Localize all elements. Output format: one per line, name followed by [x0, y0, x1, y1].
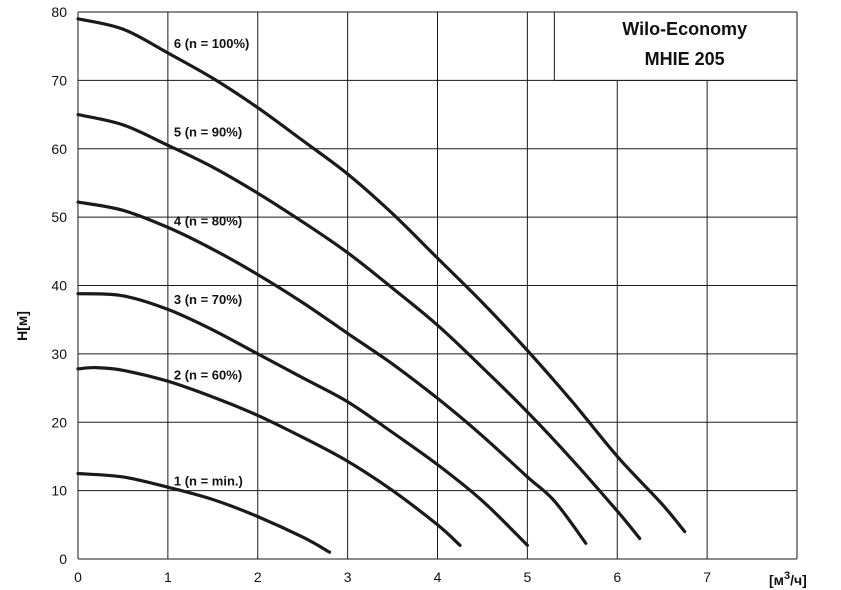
x-axis-label: [м3/ч] [769, 570, 807, 588]
x-tick-label: 6 [613, 569, 621, 585]
curve-line-3 [76, 292, 529, 547]
x-tick-label: 4 [434, 569, 442, 585]
curve-line-2 [76, 365, 462, 547]
chart-title-line-1: Wilo-Economy [622, 19, 747, 39]
y-tick-label: 60 [51, 141, 67, 157]
chart-title-line-2: MHIE 205 [645, 49, 725, 69]
y-tick-label: 0 [59, 551, 67, 567]
x-axis-label-superscript: 3 [784, 570, 790, 582]
grid [77, 11, 798, 560]
x-axis-label-end: /ч] [790, 572, 807, 588]
y-tick-label: 10 [51, 483, 67, 499]
curve-label-3: 3 (n = 70%) [174, 292, 242, 307]
y-tick-label: 30 [51, 346, 67, 362]
y-tick-label: 80 [51, 4, 67, 20]
x-tick-label: 1 [164, 569, 172, 585]
curve-label-2: 2 (n = 60%) [174, 367, 242, 382]
x-tick-label: 5 [523, 569, 531, 585]
y-axis-ticks: 0 10 20 30 40 50 60 70 80 [51, 4, 67, 567]
x-tick-label: 7 [703, 569, 711, 585]
title-background [554, 12, 797, 80]
x-axis-ticks: 0 1 2 3 4 5 6 7 [74, 569, 711, 585]
curve-labels: 1 (n = min.) 2 (n = 60%) 3 (n = 70%) 4 (n =… [174, 36, 250, 489]
curve-label-5: 5 (n = 90%) [174, 125, 242, 140]
curve-line-4 [76, 200, 588, 545]
title-box: Wilo-Economy MHIE 205 [553, 12, 797, 81]
x-tick-label: 0 [74, 569, 82, 585]
y-tick-label: 40 [51, 278, 67, 294]
x-tick-label: 2 [254, 569, 262, 585]
curves [76, 17, 687, 554]
x-axis-label-main: [м [769, 572, 784, 588]
y-axis-label: H[м] [14, 311, 30, 341]
curve-line-6 [76, 17, 687, 534]
curve-label-1: 1 (n = min.) [174, 473, 243, 488]
curve-line-1 [76, 471, 332, 554]
curve-label-4: 4 (n = 80%) [174, 214, 242, 229]
y-tick-label: 20 [51, 414, 67, 430]
curve-label-6: 6 (n = 100%) [174, 36, 250, 51]
curve-line-5 [76, 113, 642, 541]
x-tick-label: 3 [344, 569, 352, 585]
y-tick-label: 70 [51, 72, 67, 88]
y-tick-label: 50 [51, 209, 67, 225]
